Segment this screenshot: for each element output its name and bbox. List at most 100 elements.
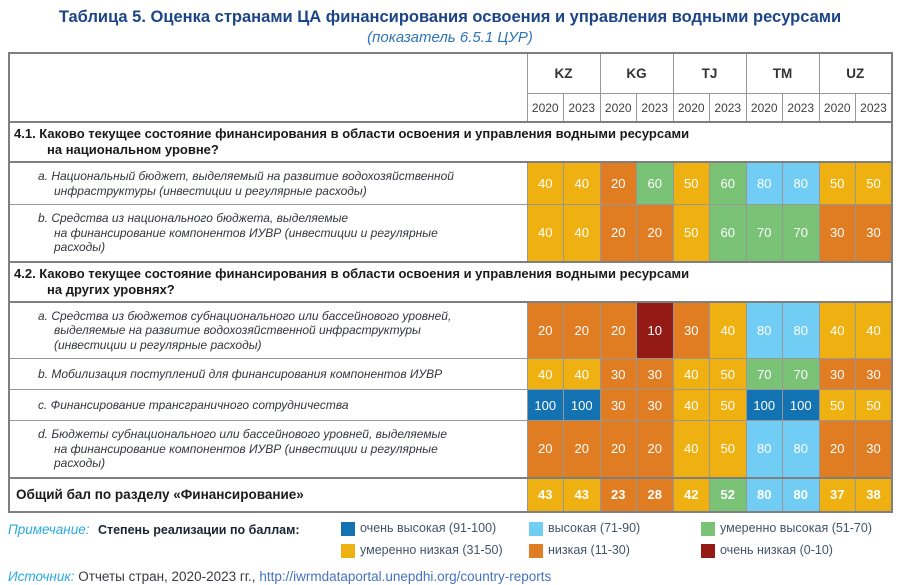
score-cell: 40 (563, 161, 601, 205)
score-cell: 70 (745, 358, 784, 390)
table-row: d. Бюджеты субнационального или бассейно… (8, 420, 893, 478)
table-header: KZ KG TJ TM UZ 2020 2023 2020 2023 2020 2023 2020 20… (8, 52, 893, 123)
row-label: a. Национальный бюджет, выделяемый на ра… (8, 161, 528, 205)
score-cell: 40 (672, 358, 710, 390)
score-cell: 30 (672, 301, 710, 359)
legend-labels: Примечание: Степень реализации по баллам… (8, 521, 341, 558)
legend-swatch-icon (701, 543, 715, 558)
score-cell: 50 (818, 389, 857, 421)
score-cell: 52 (709, 476, 747, 513)
section-header: 4.1. Каково текущее состояние финансиров… (8, 121, 893, 163)
col-header-year: 2020 (526, 93, 564, 123)
legend-swatch-icon (701, 521, 715, 536)
table-row: b. Мобилизация поступлений для финансиро… (8, 358, 893, 390)
col-header-country: KG (599, 52, 674, 94)
score-cell: 70 (782, 358, 820, 390)
score-cell: 100 (782, 389, 820, 421)
legend-item: умеренно высокая (51-70) (701, 521, 896, 536)
legend-label: высокая (71-90) (548, 521, 641, 535)
score-cell: 40 (526, 358, 564, 390)
source-line: Источник: Отчеты стран, 2020-2023 гг., h… (8, 568, 900, 585)
section-header: 4.2. Каково текущее состояние финансиров… (8, 260, 893, 303)
table-subtitle: (показатель 6.5.1 ЦУР) (367, 29, 533, 46)
legend-swatch-icon (529, 543, 543, 558)
score-cell: 80 (745, 420, 784, 478)
table-title: Таблица 5. Оценка странами ЦА финансиров… (58, 8, 842, 26)
score-cell: 30 (818, 358, 857, 390)
score-cell: 20 (526, 301, 564, 359)
source-link[interactable]: http://iwrmdataportal.unepdhi.org/countr… (259, 569, 552, 584)
score-cell: 10 (636, 301, 674, 359)
total-row-label: Общий бал по разделу «Финансирование» (8, 476, 528, 513)
score-cell: 20 (599, 204, 637, 262)
col-header-year: 2023 (855, 93, 893, 123)
score-cell: 20 (599, 420, 637, 478)
title-block: Таблица 5. Оценка странами ЦА финансиров… (0, 0, 900, 47)
score-cell: 20 (636, 204, 674, 262)
col-header-country: KZ (526, 52, 601, 94)
score-cell: 80 (745, 476, 784, 513)
score-cell: 40 (672, 420, 710, 478)
col-header-year: 2020 (599, 93, 637, 123)
score-cell: 100 (563, 389, 601, 421)
score-cell: 80 (782, 161, 820, 205)
score-cell: 100 (745, 389, 784, 421)
table-row: a. Национальный бюджет, выделяемый на ра… (8, 161, 893, 205)
score-cell: 42 (672, 476, 710, 513)
note-label: Примечание: (8, 522, 90, 537)
score-cell: 28 (636, 476, 674, 513)
score-cell: 40 (563, 358, 601, 390)
row-label: b. Мобилизация поступлений для финансиро… (8, 358, 528, 390)
score-cell: 38 (855, 476, 893, 513)
source-label: Источник: (8, 569, 75, 584)
score-cell: 50 (709, 358, 747, 390)
legend-label: умеренно низкая (31-50) (360, 543, 503, 557)
score-cell: 40 (526, 161, 564, 205)
section-row: 4.1. Каково текущее состояние финансиров… (8, 121, 893, 163)
score-cell: 30 (855, 204, 893, 262)
score-cell: 30 (636, 358, 674, 390)
legend-item: умеренно низкая (31-50) (341, 543, 529, 558)
col-header-country: TM (745, 52, 820, 94)
score-cell: 30 (855, 358, 893, 390)
legend-label: низкая (11-30) (548, 543, 630, 557)
score-cell: 20 (818, 420, 857, 478)
scale-label: Степень реализации по баллам: (97, 523, 300, 537)
legend-item: очень высокая (91-100) (341, 521, 529, 536)
legend-item: очень низкая (0-10) (701, 543, 896, 558)
score-cell: 100 (526, 389, 564, 421)
score-cell: 40 (672, 389, 710, 421)
score-cell: 70 (782, 204, 820, 262)
score-cell: 40 (709, 301, 747, 359)
score-cell: 50 (672, 161, 710, 205)
score-table: KZ KG TJ TM UZ 2020 2023 2020 2023 2020 2023 2020 20… (8, 52, 894, 513)
score-cell: 20 (526, 420, 564, 478)
col-header-year: 2020 (745, 93, 784, 123)
score-cell: 60 (709, 204, 747, 262)
col-header-country: UZ (818, 52, 893, 94)
score-cell: 80 (782, 476, 820, 513)
score-cell: 50 (855, 389, 893, 421)
total-row: Общий бал по разделу «Финансирование» 43 4… (8, 476, 893, 513)
score-cell: 50 (709, 420, 747, 478)
score-cell: 40 (818, 301, 857, 359)
score-cell: 43 (563, 476, 601, 513)
score-cell: 70 (745, 204, 784, 262)
legend-swatch-icon (341, 521, 355, 536)
score-cell: 50 (818, 161, 857, 205)
score-cell: 80 (745, 301, 784, 359)
col-header-country: TJ (672, 52, 747, 94)
score-cell: 43 (526, 476, 564, 513)
col-header-year: 2023 (636, 93, 674, 123)
legend-item: высокая (71-90) (529, 521, 701, 536)
row-label: a. Средства из бюджетов субнационального… (8, 301, 528, 359)
row-label: d. Бюджеты субнационального или бассейно… (8, 420, 528, 478)
legend-label: умеренно высокая (51-70) (720, 521, 872, 535)
legend-label: очень высокая (91-100) (360, 521, 497, 535)
table-body: 4.1. Каково текущее состояние финансиров… (8, 121, 893, 513)
score-cell: 40 (526, 204, 564, 262)
score-cell: 80 (745, 161, 784, 205)
legend-swatch-icon (341, 543, 355, 558)
legend-swatch-icon (529, 521, 543, 536)
